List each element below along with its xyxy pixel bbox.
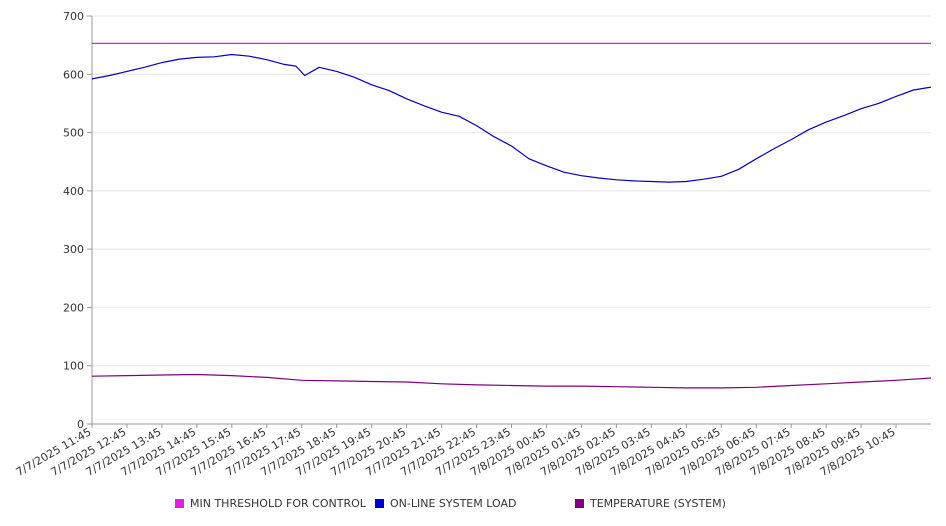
axes bbox=[87, 15, 931, 428]
y-tick-label: 700 bbox=[63, 10, 84, 23]
grid-lines bbox=[92, 15, 931, 425]
legend-label: ON-LINE SYSTEM LOAD bbox=[390, 497, 517, 510]
y-tick-label: 200 bbox=[63, 301, 84, 314]
y-axis-ticks: 0 100 200 300 400 500 600 700 bbox=[63, 10, 84, 431]
legend-swatch bbox=[575, 499, 584, 508]
series-line-on-line-system-load bbox=[91, 53, 932, 183]
legend-item-system-load[interactable]: ON-LINE SYSTEM LOAD bbox=[375, 497, 516, 510]
legend-swatch bbox=[375, 499, 384, 508]
series-lines bbox=[91, 42, 932, 389]
y-tick-label: 500 bbox=[63, 127, 84, 140]
legend-item-temperature[interactable]: TEMPERATURE (SYSTEM) bbox=[575, 497, 726, 510]
legend: MIN THRESHOLD FOR CONTROL ON-LINE SYSTEM… bbox=[0, 497, 946, 515]
series-line-temperature-system bbox=[91, 373, 932, 389]
y-tick-label: 400 bbox=[63, 185, 84, 198]
x-axis-ticks: 7/7/2025 11:457/7/2025 12:457/7/2025 13:… bbox=[14, 425, 898, 479]
legend-label: MIN THRESHOLD FOR CONTROL bbox=[190, 497, 366, 510]
legend-item-min-threshold[interactable]: MIN THRESHOLD FOR CONTROL bbox=[175, 497, 366, 510]
legend-swatch bbox=[175, 499, 184, 508]
y-tick-label: 300 bbox=[63, 243, 84, 256]
y-tick-label: 0 bbox=[77, 418, 84, 431]
y-tick-label: 100 bbox=[63, 360, 84, 373]
y-tick-label: 600 bbox=[63, 68, 84, 81]
legend-label: TEMPERATURE (SYSTEM) bbox=[590, 497, 726, 510]
